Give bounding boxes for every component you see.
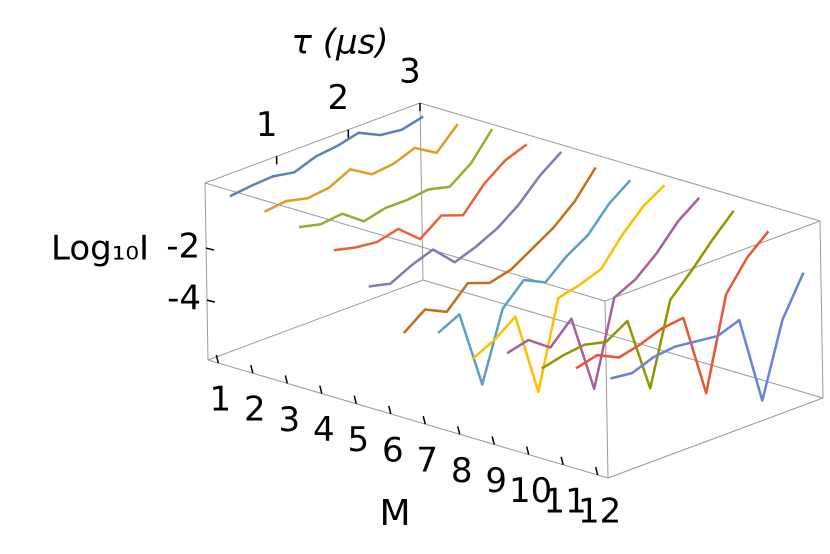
series-line <box>402 166 597 334</box>
box-edge <box>207 279 424 361</box>
y-tick-label: 1 <box>210 380 232 420</box>
y-tick-label: 7 <box>416 441 438 481</box>
series-line <box>368 151 563 288</box>
z-tick <box>206 299 216 303</box>
box-edge <box>604 220 821 302</box>
y-tick-label: 6 <box>382 430 404 470</box>
y-tick-label: 2 <box>244 390 266 430</box>
box-edge <box>207 359 609 479</box>
series-line <box>506 197 701 391</box>
y-tick <box>491 436 495 445</box>
y-tick <box>456 426 461 435</box>
box-edge <box>204 102 421 184</box>
y-tick-label: 12 <box>578 491 621 531</box>
y-tick-label: 10 <box>509 471 552 511</box>
y-tick-label: 11 <box>544 481 587 521</box>
box-edge <box>419 102 821 222</box>
series-line <box>610 272 805 402</box>
z-tick-label: -4 <box>167 279 201 319</box>
x-tick-label: 1 <box>256 105 278 145</box>
box-edge <box>204 182 209 361</box>
series-line <box>472 184 666 394</box>
z-tick-label: -2 <box>166 227 200 267</box>
y-tick <box>250 365 254 374</box>
y-tick-label: 9 <box>485 461 507 501</box>
y-tick-label: 3 <box>278 400 300 440</box>
box-edge <box>604 300 609 479</box>
series-line <box>229 115 424 198</box>
series-line <box>437 179 632 386</box>
z-axis-label: Log₁₀I <box>51 229 149 269</box>
y-tick <box>215 354 220 364</box>
y-axis-label: M <box>379 493 410 534</box>
x-axis-label: τ (μs) <box>291 23 388 63</box>
series-line <box>575 230 770 395</box>
series-line <box>263 123 459 213</box>
y-tick <box>353 395 358 404</box>
series-line <box>298 128 494 229</box>
box-edge <box>607 397 824 479</box>
y-tick <box>388 405 392 415</box>
y-tick <box>284 375 289 384</box>
z-tick <box>205 247 215 251</box>
x-tick-label: 3 <box>399 52 421 92</box>
y-tick-label: 5 <box>347 420 369 460</box>
x-tick-label: 2 <box>328 78 350 118</box>
y-tick <box>422 415 426 425</box>
series-line <box>333 143 528 252</box>
series-line <box>541 209 735 390</box>
y-tick <box>525 446 530 455</box>
box-edge <box>819 220 824 399</box>
y-tick <box>319 385 323 394</box>
y-tick <box>560 456 564 465</box>
y-tick-label: 4 <box>313 410 335 450</box>
y-tick <box>594 466 599 476</box>
y-tick-label: 8 <box>451 451 473 491</box>
